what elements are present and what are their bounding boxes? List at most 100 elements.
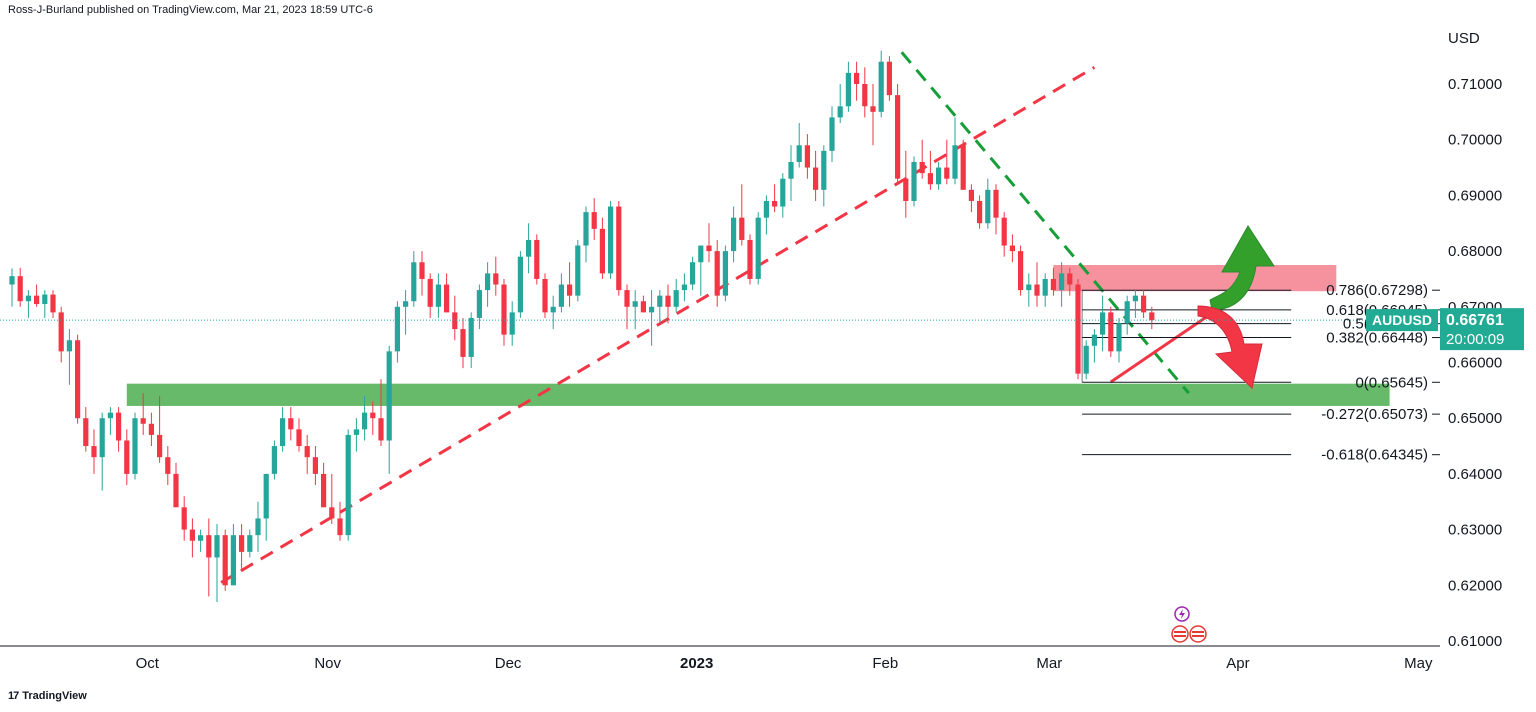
candle-down[interactable] (1018, 251, 1024, 291)
candle-down[interactable] (993, 189, 999, 218)
candle-up[interactable] (657, 295, 663, 307)
candle-up[interactable] (649, 306, 655, 313)
candle-down[interactable] (1075, 284, 1081, 374)
candle-up[interactable] (9, 276, 15, 285)
candle-down[interactable] (378, 418, 384, 441)
candle-up[interactable] (796, 145, 802, 162)
candle-down[interactable] (1141, 295, 1147, 313)
candle-down[interactable] (181, 507, 187, 530)
candle-up[interactable] (1124, 301, 1130, 324)
rising-support-small-red[interactable] (1109, 305, 1223, 384)
candle-down[interactable] (91, 446, 97, 458)
candle-up[interactable] (280, 418, 286, 447)
last-price-badge[interactable] (1440, 308, 1524, 351)
candle-down[interactable] (329, 507, 335, 519)
candle-down[interactable] (444, 284, 450, 313)
candle-down[interactable] (116, 412, 122, 441)
candle-down[interactable] (903, 178, 909, 201)
candle-up[interactable] (386, 351, 392, 441)
candle-down[interactable] (862, 84, 868, 107)
resistance-zone[interactable] (1053, 265, 1337, 292)
support-zone[interactable] (126, 383, 1390, 406)
candle-up[interactable] (632, 301, 638, 307)
candle-down[interactable] (157, 434, 163, 458)
candle-down[interactable] (919, 161, 925, 174)
candle-down[interactable] (239, 535, 245, 552)
candle-down[interactable] (1067, 273, 1073, 285)
candle-down[interactable] (804, 145, 810, 168)
candle-up[interactable] (476, 290, 482, 318)
candle-up[interactable] (263, 473, 269, 519)
candle-up[interactable] (271, 446, 277, 474)
candle-down[interactable] (706, 245, 712, 252)
candle-down[interactable] (1009, 245, 1015, 252)
candle-down[interactable] (854, 72, 860, 84)
candle-down[interactable] (739, 217, 745, 240)
candle-down[interactable] (222, 535, 228, 586)
candle-up[interactable] (468, 317, 474, 357)
candle-up[interactable] (1100, 312, 1106, 335)
symbol-badge[interactable] (1366, 309, 1438, 332)
candle-down[interactable] (288, 418, 294, 430)
candle-up[interactable] (755, 217, 761, 279)
candle-up[interactable] (362, 412, 368, 430)
candle-down[interactable] (34, 295, 40, 305)
candle-down[interactable] (599, 228, 605, 274)
candle-up[interactable] (435, 284, 441, 307)
candle-up[interactable] (1042, 278, 1048, 296)
candle-down[interactable] (567, 284, 573, 296)
candle-down[interactable] (452, 312, 458, 330)
candle-up[interactable] (517, 256, 523, 313)
candle-up[interactable] (255, 518, 261, 536)
candle-up[interactable] (550, 306, 556, 313)
candle-up[interactable] (558, 284, 564, 307)
candle-up[interactable] (575, 245, 581, 296)
us-flag-icon[interactable] (1171, 625, 1189, 643)
candle-up[interactable] (214, 535, 220, 558)
candle-down[interactable] (304, 446, 310, 458)
candle-down[interactable] (960, 145, 966, 190)
candle-down[interactable] (58, 312, 64, 352)
candle-down[interactable] (17, 276, 23, 302)
candle-down[interactable] (591, 212, 597, 229)
time-axis[interactable]: Oct Nov Dec 2023 Feb Mar Apr May (136, 655, 1433, 672)
candle-down[interactable] (624, 290, 630, 307)
candle-down[interactable] (813, 167, 819, 190)
candle-down[interactable] (165, 457, 171, 474)
candle-up[interactable] (198, 535, 204, 541)
candle-up[interactable] (878, 61, 884, 112)
candle-up[interactable] (1083, 345, 1089, 374)
candle-down[interactable] (886, 61, 892, 96)
candle-down[interactable] (370, 412, 376, 419)
candle-down[interactable] (1001, 217, 1007, 246)
candle-down[interactable] (895, 95, 901, 179)
candle-up[interactable] (485, 273, 491, 291)
candle-up[interactable] (690, 262, 696, 285)
candle-down[interactable] (1149, 312, 1155, 321)
candle-up[interactable] (985, 189, 991, 224)
candle-up[interactable] (608, 206, 614, 274)
candle-down[interactable] (173, 473, 179, 508)
candle-up[interactable] (788, 161, 794, 179)
candle-down[interactable] (977, 200, 983, 224)
candle-up[interactable] (1026, 284, 1032, 291)
candle-down[interactable] (206, 535, 212, 558)
candle-down[interactable] (140, 418, 146, 424)
candle-down[interactable] (75, 340, 81, 419)
candle-down[interactable] (665, 295, 671, 307)
candle-up[interactable] (99, 418, 105, 458)
candle-down[interactable] (296, 429, 302, 447)
candle-up[interactable] (673, 290, 679, 307)
candle-down[interactable] (189, 529, 195, 541)
candle-down[interactable] (616, 206, 622, 291)
candle-up[interactable] (722, 251, 728, 296)
candle-up[interactable] (780, 178, 786, 207)
candle-up[interactable] (763, 200, 769, 218)
candle-down[interactable] (1050, 278, 1056, 291)
price-axis[interactable]: 0.710000.700000.690000.680000.670000.660… (1448, 76, 1502, 650)
candle-up[interactable] (1059, 273, 1065, 291)
candle-down[interactable] (968, 189, 974, 201)
candle-down[interactable] (50, 294, 56, 313)
candle-up[interactable] (936, 167, 942, 185)
